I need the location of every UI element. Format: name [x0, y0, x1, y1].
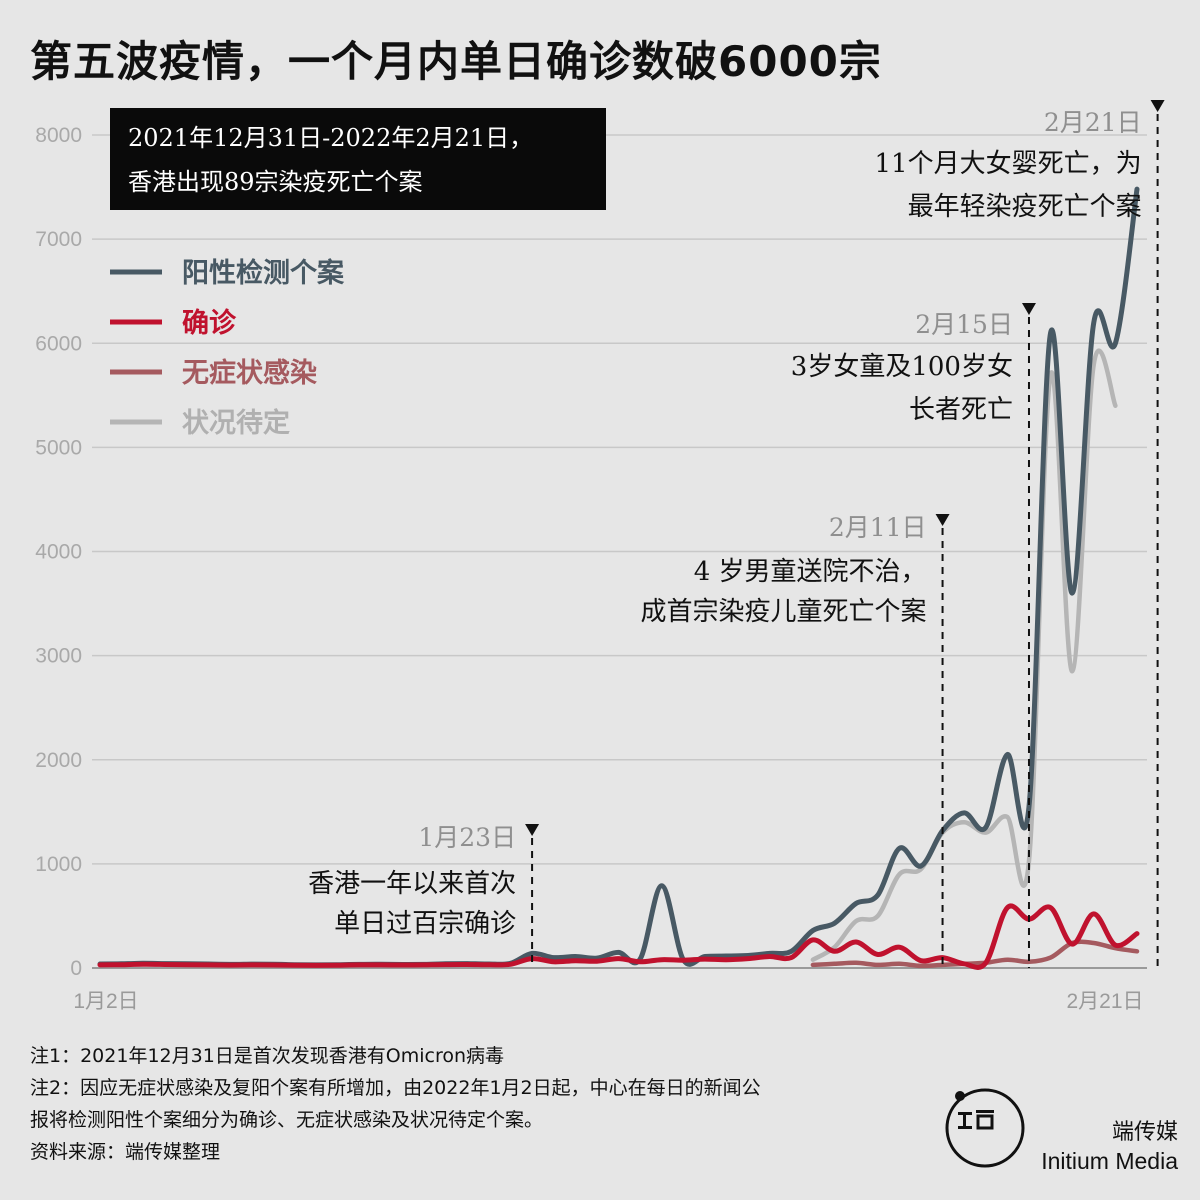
page-title: 第五波疫情，一个月内单日确诊数破6000宗 [30, 37, 882, 86]
note-line: 报将检测阳性个案细分为确诊、无症状感染及状况待定个案。 [30, 1109, 544, 1131]
y-tick-label: 8000 [35, 124, 82, 147]
annotation-marker-icon [1021, 303, 1036, 315]
x-tick-label: 2月21日 [1066, 990, 1143, 1013]
annotation-text: 最年轻染疫死亡个案 [908, 192, 1142, 222]
notes: 注1：2021年12月31日是首次发现香港有Omicron病毒 注2：因应无症状… [30, 1040, 930, 1168]
y-tick-label: 0 [70, 957, 82, 980]
annotation-date: 2月15日 [915, 310, 1013, 339]
annotation-text: 3岁女童及100岁女 [791, 352, 1013, 382]
annotation-marker-icon [1150, 100, 1165, 112]
annotation-date: 2月21日 [1044, 108, 1142, 137]
series-line-2 [810, 939, 1140, 969]
y-tick-label: 2000 [35, 749, 82, 772]
legend-label: 无症状感染 [182, 357, 317, 389]
brand-name-cn: 端传媒 [1111, 1120, 1178, 1145]
chart-series [97, 186, 1140, 970]
note-line: 注1：2021年12月31日是首次发现香港有Omicron病毒 [30, 1045, 505, 1067]
annotation-marker-icon [525, 824, 540, 836]
annotation-marker-icon [935, 514, 950, 526]
legend-label: 确诊 [182, 307, 237, 339]
annotation-text: 单日过百宗确诊 [334, 909, 516, 939]
x-tick-label: 1月2日 [73, 990, 138, 1013]
y-tick-label: 1000 [35, 853, 82, 876]
info-box-line: 香港出现89宗染疫死亡个案 [128, 168, 423, 196]
series-line-1 [97, 903, 1140, 970]
y-tick-label: 7000 [35, 228, 82, 251]
annotation-date: 2月11日 [829, 513, 927, 542]
legend-label: 阳性检测个案 [182, 257, 345, 289]
series-line-3 [810, 348, 1118, 962]
note-line: 注2：因应无症状感染及复阳个案有所增加，由2022年1月2日起，中心在每日的新闻… [30, 1077, 761, 1099]
series-line-0 [97, 186, 1140, 968]
annotation-text: 长者死亡 [909, 395, 1013, 425]
info-box: 2021年12月31日-2022年2月21日， 香港出现89宗染疫死亡个案 [110, 108, 606, 210]
y-tick-label: 4000 [35, 541, 82, 564]
x-axis-ticks: 1月2日 2月21日 [73, 990, 1143, 1013]
y-tick-label: 5000 [35, 436, 82, 459]
legend-label: 状况待定 [182, 407, 290, 439]
source-line: 资料来源：端传媒整理 [30, 1141, 221, 1163]
y-tick-label: 6000 [35, 332, 82, 355]
initium-logo-icon [945, 1088, 1025, 1168]
y-axis-ticks: 0 1000 2000 3000 4000 5000 6000 7000 8000 [35, 124, 82, 980]
annotation-date: 1月23日 [418, 823, 516, 852]
annotation-text: 4 岁男童送院不治， [694, 557, 927, 587]
y-tick-label: 3000 [35, 645, 82, 668]
annotation-text: 成首宗染疫儿童死亡个案 [641, 597, 927, 627]
brand-name-en: Initium Media [1041, 1148, 1178, 1174]
annotation-text: 11个月大女婴死亡，为 [875, 149, 1142, 179]
annotation-text: 香港一年以来首次 [308, 869, 516, 899]
info-box-line: 2021年12月31日-2022年2月21日， [128, 124, 533, 152]
